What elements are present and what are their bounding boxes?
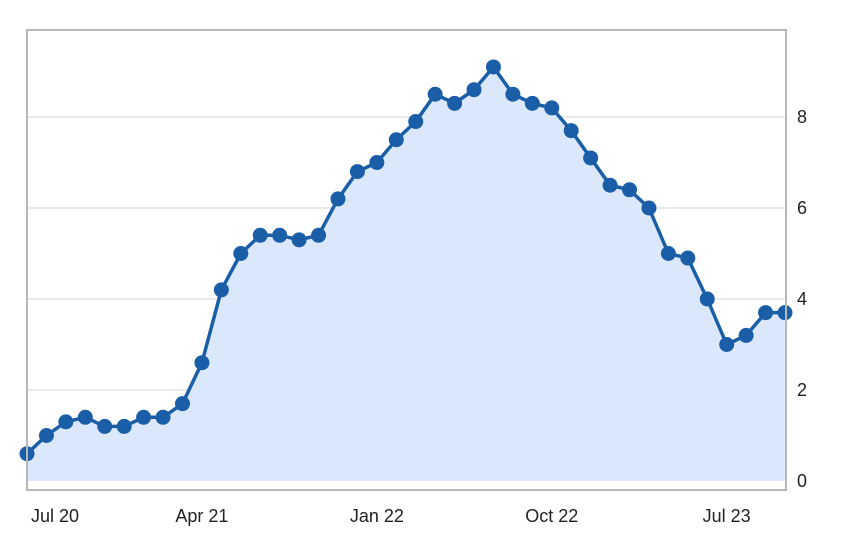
plot-frame	[26, 29, 787, 491]
data-point-2022-04	[427, 86, 443, 102]
data-point-2022-11	[563, 123, 579, 139]
data-point-2020-09	[58, 414, 74, 430]
data-point-2021-09	[291, 232, 307, 248]
data-point-2022-01	[369, 155, 385, 170]
data-point-2021-04	[194, 355, 210, 371]
x-tick-label: Oct 22	[525, 506, 578, 526]
data-point-2021-06	[233, 246, 249, 261]
data-point-2023-09	[758, 305, 774, 321]
data-point-2021-11	[330, 191, 346, 207]
data-point-2022-09	[524, 95, 540, 111]
x-tick-label: Jul 20	[31, 506, 79, 526]
data-point-2021-01	[136, 409, 152, 425]
data-point-2020-10	[77, 409, 93, 425]
data-point-2022-03	[408, 114, 424, 130]
data-point-2022-05	[447, 95, 463, 111]
data-point-2022-10	[544, 100, 560, 116]
data-point-2023-02	[622, 182, 638, 198]
data-point-2020-08	[38, 428, 54, 443]
data-point-2023-03	[641, 200, 657, 216]
y-tick-label: 6	[797, 198, 807, 218]
y-axis-ticks: 0 2 4 6 8	[797, 107, 807, 491]
data-point-2021-10	[311, 227, 327, 243]
y-tick-label: 8	[797, 107, 807, 127]
x-tick-label: Jul 23	[703, 506, 751, 526]
data-point-2022-12	[583, 150, 599, 166]
data-point-2023-05	[680, 250, 696, 266]
data-point-2023-07	[719, 337, 735, 352]
data-point-2020-11	[97, 418, 113, 434]
data-point-2021-12	[349, 164, 365, 180]
y-tick-label: 4	[797, 289, 807, 309]
data-point-2022-02	[388, 132, 404, 148]
data-point-2020-12	[116, 418, 132, 434]
data-point-2021-05	[213, 282, 229, 298]
data-point-2023-06	[699, 291, 715, 307]
data-point-2022-07	[485, 59, 501, 75]
data-point-2023-08	[738, 327, 754, 343]
data-point-2022-08	[505, 86, 521, 102]
data-point-2021-08	[272, 227, 288, 243]
x-axis-ticks: Jul 20 Apr 21 Jan 22 Oct 22 Jul 23	[31, 506, 751, 526]
x-tick-label: Apr 21	[175, 506, 228, 526]
data-point-2021-07	[252, 227, 268, 243]
data-point-2023-04	[660, 246, 676, 261]
area-fill	[27, 66, 785, 481]
data-point-2021-03	[174, 396, 190, 412]
series-line	[25, 65, 785, 455]
y-tick-label: 2	[797, 380, 807, 400]
data-point-2023-01	[602, 177, 618, 193]
y-tick-label: 0	[797, 471, 807, 491]
data-point-2021-02	[155, 409, 171, 425]
x-tick-label: Jan 22	[350, 506, 404, 526]
data-point-2022-06	[466, 82, 482, 98]
